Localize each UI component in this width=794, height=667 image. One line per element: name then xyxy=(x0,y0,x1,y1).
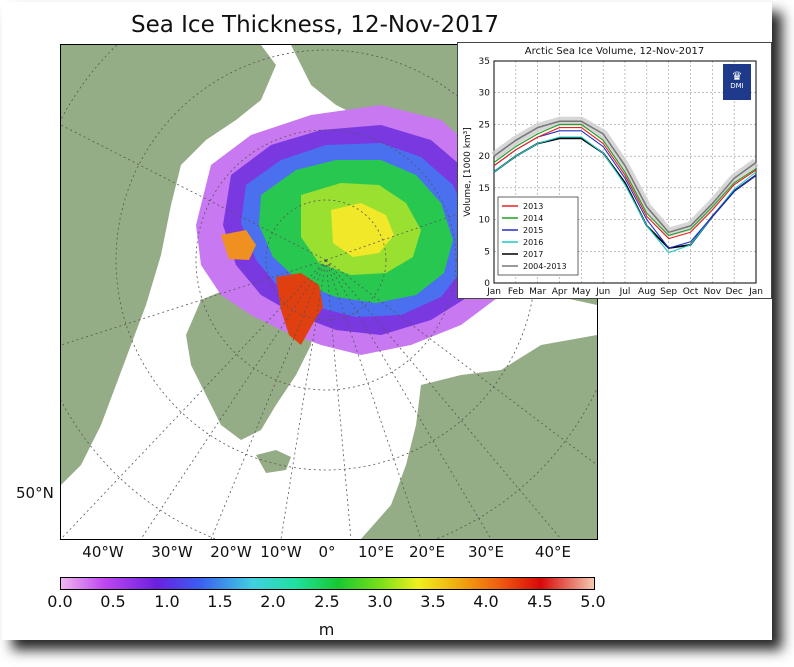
map-canvas xyxy=(61,45,597,539)
y-tick-label: 15 xyxy=(479,184,490,194)
lon-label: 30°W xyxy=(151,543,193,561)
legend-label: 2016 xyxy=(523,238,543,247)
colorbar xyxy=(60,577,595,590)
colorbar-tick: 1.0 xyxy=(154,592,180,611)
colorbar-tick: 4.0 xyxy=(473,592,499,611)
ice-yellow xyxy=(331,203,394,257)
x-tick-label: Oct xyxy=(683,287,699,297)
y-tick-label: 0 xyxy=(484,279,490,289)
series-line-2013 xyxy=(493,127,757,240)
colorbar-ticks: 0.0 0.5 1.0 1.5 2.0 2.5 3.0 3.5 4.0 4.5 … xyxy=(47,592,605,612)
colorbar-tick: 0.5 xyxy=(100,592,126,611)
colorbar-unit: m xyxy=(318,620,335,639)
x-tick-label: Jan xyxy=(748,287,763,297)
lon-label: 20°W xyxy=(210,543,252,561)
x-tick-label: Jun xyxy=(595,287,610,297)
colorbar-tick: 4.5 xyxy=(527,592,553,611)
ice-thick-caa xyxy=(221,230,256,260)
y-tick-label: 5 xyxy=(484,247,490,257)
x-tick-label: Dec xyxy=(725,287,742,297)
colorbar-tick: 1.5 xyxy=(207,592,233,611)
x-tick-label: Nov xyxy=(704,287,722,297)
y-axis-label: Volume, [1000 km³] xyxy=(463,127,473,217)
lon-label: 10°E xyxy=(357,543,395,561)
figure-title: Sea Ice Thickness, 12-Nov-2017 xyxy=(130,12,499,38)
legend-label: 2014 xyxy=(523,214,543,223)
sea-ice-layer xyxy=(196,105,521,355)
volume-inset-chart: Arctic Sea Ice Volume, 12-Nov-2017 0 5 10 1… xyxy=(457,42,772,299)
legend-box xyxy=(497,196,579,276)
colorbar-tick: 2.5 xyxy=(314,592,340,611)
y-tick-label: 35 xyxy=(479,57,490,67)
lon-label: 30°E xyxy=(467,543,505,561)
legend-label: 2017 xyxy=(523,250,543,259)
x-tick-label: Feb xyxy=(508,287,524,297)
lon-label: 10°W xyxy=(260,543,302,561)
y-tick-label: 10 xyxy=(479,216,491,226)
land-europe xyxy=(361,335,597,539)
x-tick-label: Jul xyxy=(619,287,631,297)
longitude-labels: 40°W 30°W 20°W 10°W 0° 10°E 20°E 30°E 40… xyxy=(60,543,596,565)
latitude-label: 50°N xyxy=(16,484,54,502)
colorbar-tick: 3.5 xyxy=(420,592,446,611)
ice-thick-greenland xyxy=(276,273,323,345)
legend-label: 2015 xyxy=(523,226,543,235)
lon-label: 0° xyxy=(318,543,336,561)
series-line-2004-2013 xyxy=(493,120,757,234)
x-tick-label: Jan xyxy=(486,287,501,297)
x-tick-label: Aug xyxy=(638,287,656,297)
colorbar-tick: 3.0 xyxy=(367,592,393,611)
legend-label: 2004-2013 xyxy=(523,262,567,271)
y-tick-label: 30 xyxy=(479,89,491,99)
y-tick-label: 25 xyxy=(479,120,490,130)
x-tick-label: Sep xyxy=(660,287,677,297)
y-tick-label: 20 xyxy=(479,152,491,162)
lon-label: 40°E xyxy=(534,543,572,561)
inset-title: Arctic Sea Ice Volume, 12-Nov-2017 xyxy=(524,46,705,57)
crown-icon: ♛ xyxy=(731,69,743,83)
land-canada xyxy=(61,45,276,485)
colorbar-tick: 5.0 xyxy=(580,592,606,611)
colorbar-tick: 0.0 xyxy=(47,592,73,611)
dmi-logo-text: DMI xyxy=(730,82,744,90)
legend-label: 2013 xyxy=(523,202,543,211)
x-tick-label: Mar xyxy=(529,287,546,297)
lon-label: 20°E xyxy=(408,543,446,561)
x-tick-label: May xyxy=(572,287,591,297)
colorbar-tick: 2.0 xyxy=(260,592,286,611)
land-iceland xyxy=(256,450,291,473)
dmi-logo: ♛ DMI xyxy=(723,64,751,100)
x-tick-label: Apr xyxy=(552,287,568,297)
series-line-2014 xyxy=(493,123,757,237)
lon-label: 40°W xyxy=(82,543,124,561)
